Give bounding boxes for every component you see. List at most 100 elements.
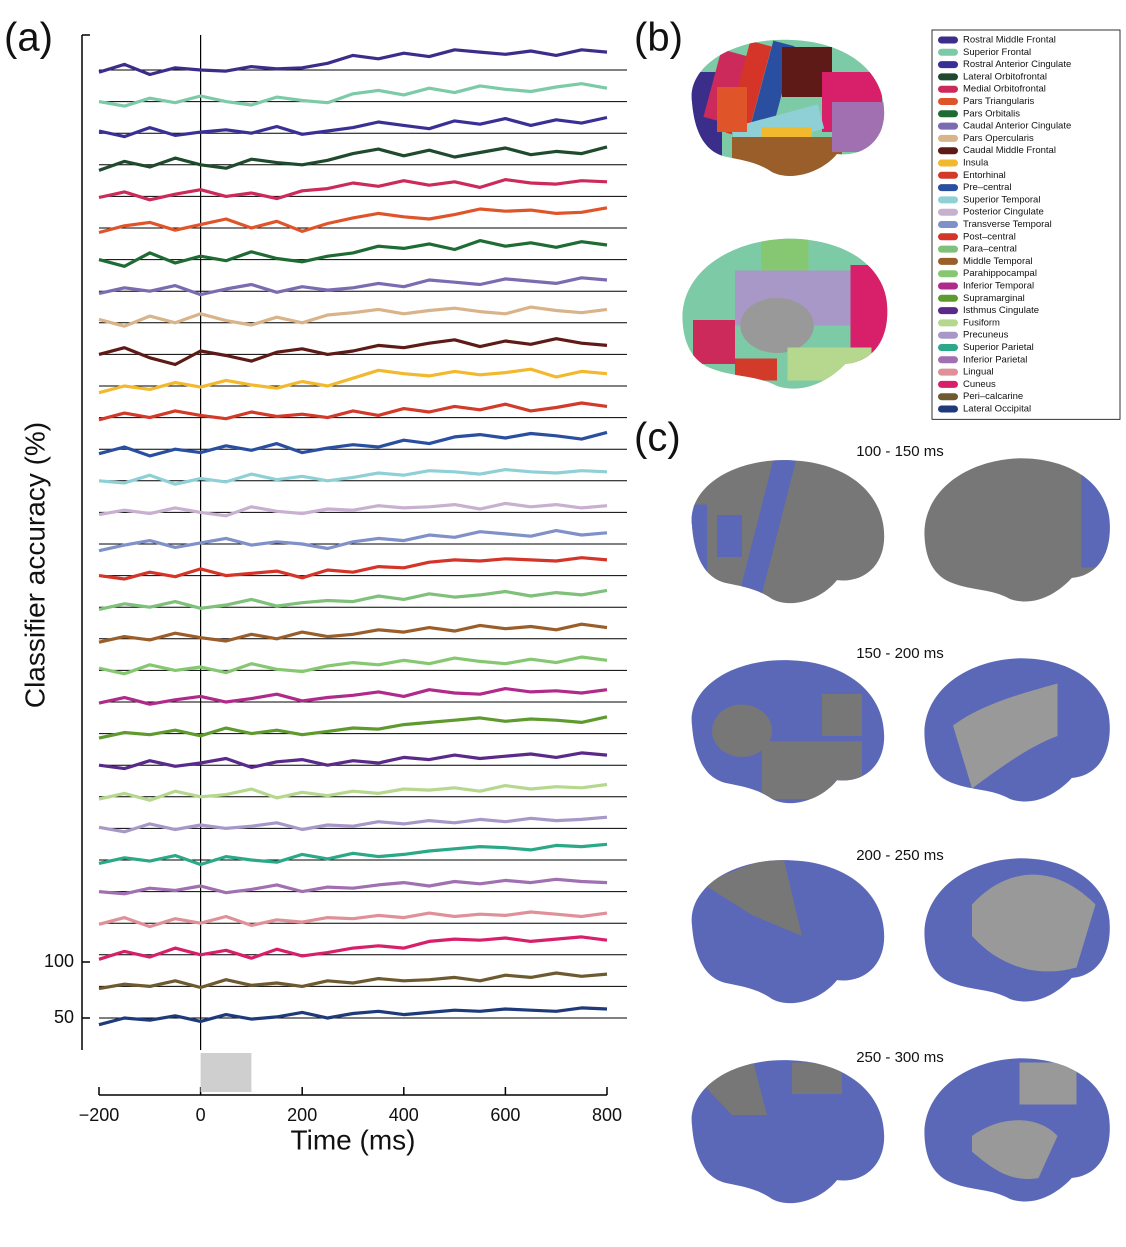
legend-swatch <box>938 134 958 142</box>
legend-swatch <box>938 61 958 69</box>
legend-label: Supramarginal <box>963 293 1025 304</box>
brain-map <box>924 1058 1110 1202</box>
legend-label: Insula <box>963 158 989 169</box>
y-tick-label: 100 <box>44 951 74 971</box>
legend-swatch <box>938 257 958 265</box>
series-line <box>98 501 608 518</box>
series-line <box>98 206 608 235</box>
legend-swatch <box>938 245 958 253</box>
series-line <box>98 842 608 867</box>
series-line <box>98 971 608 991</box>
window-title: 100 - 150 ms <box>856 443 944 460</box>
legend-label: Medial Orbitofrontal <box>963 84 1046 95</box>
legend-label: Rostral Anterior Cingulate <box>963 59 1071 70</box>
legend-label: Para–central <box>963 244 1017 255</box>
panel-label: (a) <box>4 16 53 60</box>
brain-map <box>924 858 1110 1002</box>
brain-map <box>691 660 885 804</box>
legend-swatch <box>938 208 958 216</box>
series-line <box>98 782 608 802</box>
legend-swatch <box>938 36 958 44</box>
legend-label: Fusiform <box>963 317 1000 328</box>
series-line <box>98 687 608 706</box>
legend-swatch <box>938 356 958 364</box>
y-axis-label: Classifier accuracy (%) <box>19 422 50 708</box>
series-line <box>98 1006 608 1027</box>
legend-label: Rostral Middle Frontal <box>963 35 1056 46</box>
stimulus-bar <box>200 1053 252 1092</box>
series-line <box>98 82 608 108</box>
legend-label: Posterior Cingulate <box>963 207 1044 218</box>
series-line <box>98 877 608 896</box>
brain-medial <box>682 238 888 389</box>
legend-label: Lateral Occipital <box>963 404 1031 415</box>
x-tick-label: 200 <box>287 1105 317 1125</box>
legend-swatch <box>938 294 958 302</box>
legend-swatch <box>938 98 958 105</box>
legend-label: Entorhinal <box>963 170 1006 181</box>
series-line <box>98 529 608 553</box>
legend-label: Pars Orbitalis <box>963 108 1020 119</box>
x-axis-label: Time (ms) <box>291 1124 416 1155</box>
legend-label: Superior Temporal <box>963 194 1040 205</box>
legend-swatch <box>938 270 958 278</box>
legend-swatch <box>938 110 958 118</box>
series-line <box>98 556 608 581</box>
legend-label: Pars Triangularis <box>963 96 1035 107</box>
legend-swatch <box>938 380 958 388</box>
series-line <box>98 622 608 644</box>
legend-swatch <box>938 73 958 81</box>
legend-label: Caudal Anterior Cingulate <box>963 121 1071 132</box>
legend-swatch <box>938 307 958 315</box>
legend-label: Cuneus <box>963 379 996 390</box>
legend-swatch <box>938 405 958 413</box>
series-line <box>98 751 608 771</box>
legend-label: Middle Temporal <box>963 256 1033 267</box>
legend-swatch <box>938 48 958 56</box>
legend-swatch <box>938 85 958 93</box>
series-line <box>98 655 608 676</box>
legend-swatch <box>938 159 958 167</box>
legend-label: Peri–calcarine <box>963 391 1023 402</box>
series-line <box>98 48 608 77</box>
x-tick-label: 600 <box>490 1105 520 1125</box>
brain-map <box>924 458 1110 602</box>
legend-box <box>931 29 1121 420</box>
series-line <box>98 367 608 395</box>
series-line <box>98 815 608 834</box>
legend-swatch <box>938 196 958 204</box>
panel-label: (b) <box>634 16 683 60</box>
series-line <box>98 337 608 367</box>
legend-swatch <box>938 368 958 376</box>
series-line <box>98 239 608 268</box>
legend-label: Caudal Middle Frontal <box>963 145 1056 156</box>
legend-swatch <box>938 147 958 155</box>
series-line <box>98 115 608 139</box>
series-line <box>98 715 608 740</box>
legend-label: Pre–central <box>963 182 1012 193</box>
series-line <box>98 145 608 172</box>
legend-label: Inferior Parietal <box>963 354 1027 365</box>
legend-label: Superior Frontal <box>963 47 1031 58</box>
legend-label: Lateral Orbitofrontal <box>963 71 1047 82</box>
panel-label: (c) <box>634 416 681 460</box>
legend-label: Pars Opercularis <box>963 133 1034 144</box>
legend-swatch <box>938 282 958 290</box>
series-line <box>98 401 608 422</box>
series-line <box>98 430 608 458</box>
series-line <box>98 935 608 961</box>
x-tick-label: 400 <box>389 1105 419 1125</box>
legend-label: Post–central <box>963 231 1016 242</box>
brain-lateral <box>691 39 885 176</box>
legend-label: Precuneus <box>963 330 1009 341</box>
window-title: 150 - 200 ms <box>856 645 944 662</box>
legend-label: Isthmus Cingulate <box>963 305 1039 316</box>
x-tick-label: −200 <box>79 1105 120 1125</box>
legend-label: Inferior Temporal <box>963 281 1034 292</box>
series-line <box>98 588 608 611</box>
window-title: 250 - 300 ms <box>856 1049 944 1066</box>
brain-map <box>691 1060 885 1204</box>
legend-swatch <box>938 344 958 351</box>
